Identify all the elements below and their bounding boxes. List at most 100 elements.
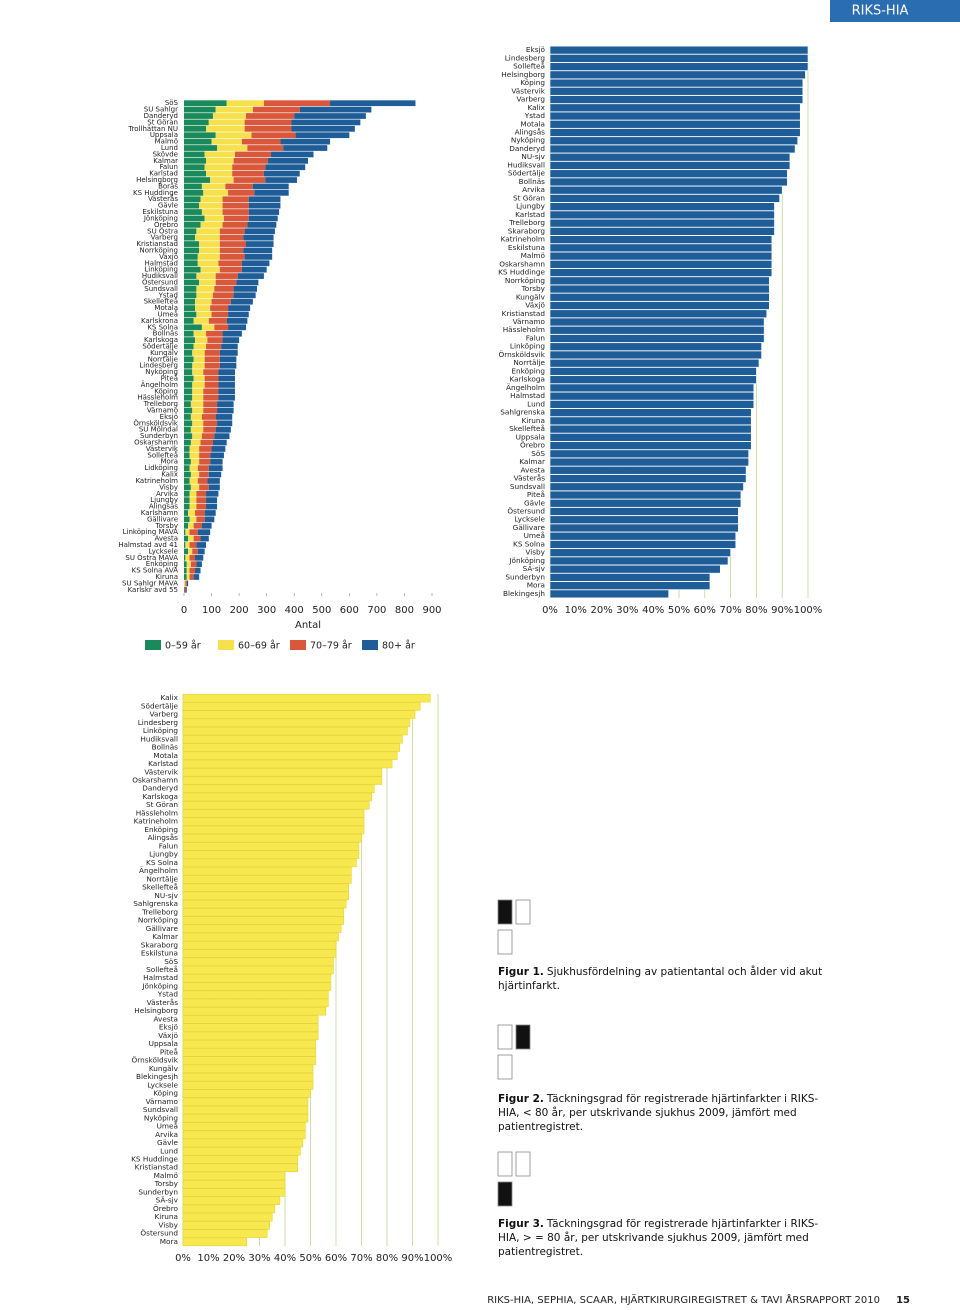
bar-segment [247,221,277,228]
y-tick-label: Hudiksvall [507,160,545,169]
bar-segment [185,554,190,561]
bar [182,998,329,1008]
bar [182,1204,276,1214]
bar-segment [196,490,207,497]
bar [549,251,773,261]
bar-segment [252,183,289,190]
bar-segment [184,446,190,452]
y-tick-label: Motala [154,304,178,312]
bar-segment [192,420,204,427]
y-tick-label: Norrtälje [513,358,545,367]
y-tick-label: Köping [154,387,178,395]
x-tick-label: 80% [376,1253,398,1264]
bar-segment [228,324,246,331]
y-tick-label: Enköping [144,825,178,834]
bar [549,507,739,516]
y-tick-label: SU Mölndal [139,426,178,434]
bar-segment [215,279,237,286]
bar [549,325,765,335]
bar-segment [214,324,229,331]
y-tick-label: Kungälv [149,1064,179,1073]
y-tick-label: Västerås [147,998,179,1007]
bar-segment [185,580,187,587]
y-tick-label: Örebro [154,220,178,229]
bar [549,293,770,302]
bar-segment [215,426,231,433]
y-tick-label: Värnamo [513,317,546,326]
bar-segment [222,209,249,215]
y-tick-label: Sunderbyn [138,1187,178,1196]
bar-segment [190,561,197,568]
bar-segment [184,145,218,151]
y-tick-label: Karlskr avd 55 [128,586,178,594]
bar [549,457,749,467]
bar-segment [184,157,207,164]
bar [549,441,752,450]
bar-segment [215,106,253,113]
bar-segment [203,189,229,196]
bar [549,111,801,121]
y-tick-label: Östersund [140,1229,178,1238]
y-tick-label: Motala [153,751,178,760]
bar-segment [184,170,207,177]
y-tick-label: Ängelholm [506,383,545,392]
bar-segment [197,465,209,472]
header-title: RIKS-HIA [852,4,909,19]
bar-segment [184,151,205,158]
bar [549,482,744,492]
x-tick-label: 10% [565,605,587,616]
bar-segment [184,356,194,363]
x-tick-label: 30% [248,1253,270,1264]
y-tick-label: Kalmar [153,157,178,165]
caption-label: Figur 1. [498,966,544,978]
caption-text: Täckningsgrad för registrerade hjärtinfa… [498,1093,819,1133]
y-tick-label: Växjö [159,253,178,261]
bar-segment [206,170,233,177]
bar-segment [195,298,212,305]
bar [182,866,352,876]
bar [549,391,755,401]
bar-segment [206,497,218,504]
y-tick-label: Lycksele [148,547,178,555]
y-tick-label: Västerås [148,194,178,203]
y-tick-label: Piteå [161,374,178,383]
bar [182,990,329,999]
footer-text: RIKS-HIA, SEPHIA, SCAAR, HJÄRTKIRURGIREG… [487,1293,880,1306]
bar-segment [188,510,196,516]
legend-swatch [362,640,378,650]
bar-segment [184,465,190,472]
bar [549,70,806,80]
y-tick-label: Blekingesjh [503,589,545,598]
bar-segment [190,484,200,491]
bar [549,367,757,376]
bar-segment [196,503,207,510]
y-tick-label: KS Solna [147,323,178,331]
bar-segment [219,253,245,260]
bar [549,334,765,343]
bar-segment [206,343,222,350]
y-tick-label: Gällivare [513,523,546,532]
bar-segment [263,100,331,107]
bar-segment [184,503,190,510]
bar-segment [185,586,187,593]
bar-segment [184,119,209,126]
bar-segment [195,305,211,311]
y-tick-label: Visby [159,483,178,491]
y-tick-label: Avesta [154,535,178,543]
bar-segment [291,119,361,126]
bar-segment [186,561,191,568]
bar [182,1196,281,1205]
bar [182,949,337,958]
bar-segment [184,260,198,267]
bar-segment [234,151,271,158]
bar-segment [184,132,216,139]
bar-segment [184,196,201,203]
bar-segment [184,382,193,388]
bar [182,1146,301,1156]
bar-segment [206,157,234,164]
y-tick-label: KS Huddinge [131,1154,178,1163]
y-tick-label: Lund [160,1146,178,1155]
caption-label: Figur 3. [498,1218,544,1230]
y-tick-label: St Göran [147,118,178,126]
bar-segment [185,542,190,548]
